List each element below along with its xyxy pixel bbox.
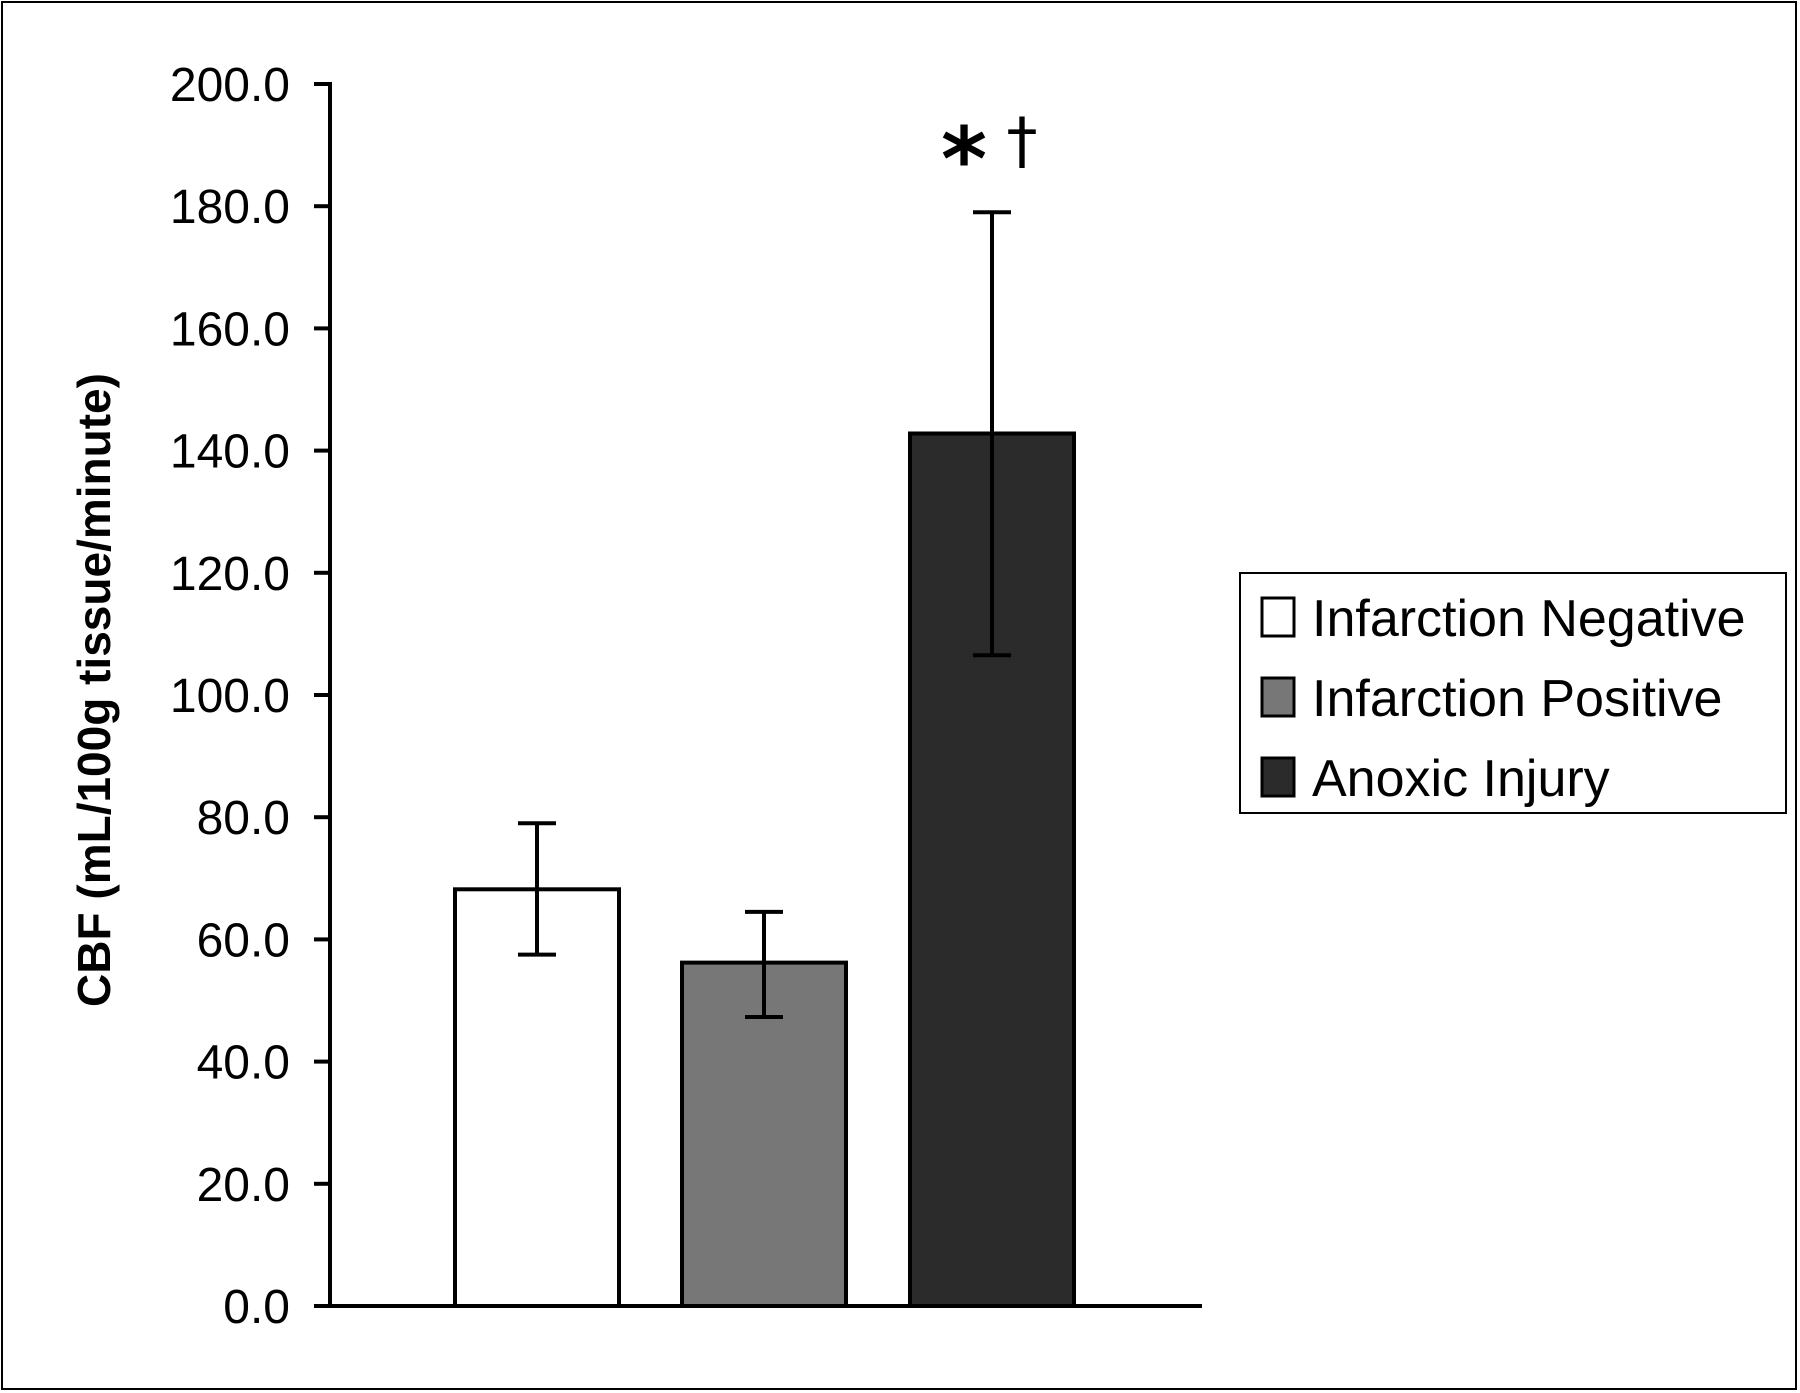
legend-swatch bbox=[1260, 676, 1296, 718]
y-tick-label: 60.0 bbox=[197, 914, 290, 967]
y-tick-label: 80.0 bbox=[197, 792, 290, 845]
y-tick-label: 140.0 bbox=[170, 426, 290, 479]
legend: Infarction Negative Infarction Positive An… bbox=[1239, 572, 1787, 814]
legend-label: Infarction Negative bbox=[1312, 590, 1746, 648]
y-tick-label: 120.0 bbox=[170, 548, 290, 601]
y-tick-label: 160.0 bbox=[170, 303, 290, 356]
bars bbox=[453, 431, 1076, 1308]
y-tick-label: 0.0 bbox=[223, 1281, 290, 1334]
y-tick-label: 180.0 bbox=[170, 181, 290, 234]
legend-swatch bbox=[1260, 756, 1296, 798]
significance-annotations: * † bbox=[941, 104, 1038, 211]
error-bar bbox=[745, 909, 783, 1019]
y-tick-label: 200.0 bbox=[170, 59, 290, 112]
significance-dagger: † bbox=[1007, 104, 1038, 177]
y-tick-label: 40.0 bbox=[197, 1037, 290, 1090]
y-axis-label: CBF (mL/100g tissue/minute) bbox=[68, 373, 120, 1007]
y-tick-label: 100.0 bbox=[170, 670, 290, 723]
legend-label: Infarction Positive bbox=[1312, 670, 1722, 728]
y-axis: 0.0 20.0 40.0 60.0 80.0 100.0 120.0 140.0 160.0 1… bbox=[170, 59, 332, 1334]
legend-label: Anoxic Injury bbox=[1312, 750, 1610, 808]
error-bar bbox=[973, 210, 1011, 658]
legend-box bbox=[1239, 572, 1787, 814]
significance-asterisk: * bbox=[941, 108, 987, 211]
y-tick-label: 20.0 bbox=[197, 1159, 290, 1212]
legend-swatch bbox=[1260, 596, 1296, 638]
error-bars bbox=[518, 210, 1011, 1019]
error-bar bbox=[518, 821, 556, 957]
